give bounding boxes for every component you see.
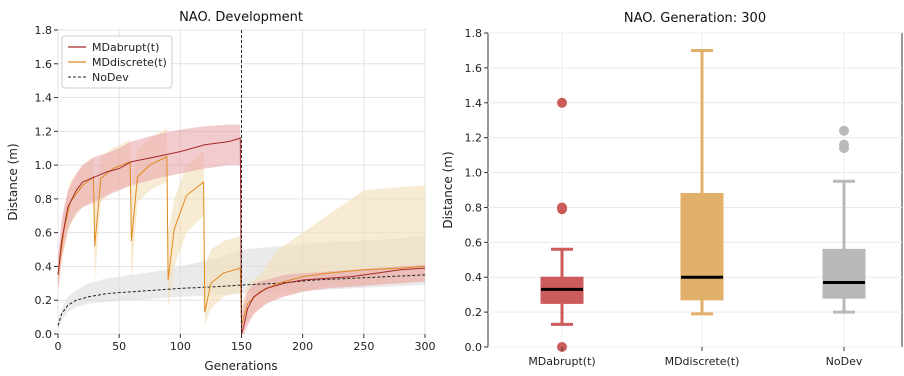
outlier-point	[839, 143, 849, 154]
left-x-tick-label: 200	[292, 340, 313, 353]
category-label: MDabrupt(t)	[528, 355, 595, 368]
generation-300-boxplot: 0.0 0.2 0.4 0.6 0.8 1.0 1.2 1.4 1.6 1.8 MDabrupt(t…	[441, 11, 903, 368]
left-y-tick-label: 1.4	[35, 92, 53, 105]
legend-label-discrete: MDdiscrete(t)	[92, 56, 167, 69]
left-x-axis-label: Generations	[204, 359, 277, 373]
left-x-tick-label: 150	[231, 340, 252, 353]
left-y-tick-label: 0.6	[35, 227, 53, 240]
left-y-tick-label: 1.8	[35, 24, 53, 37]
line-nodev	[57, 274, 426, 326]
left-x-tick-label: 300	[415, 340, 436, 353]
left-y-tick-label: 0.0	[35, 328, 53, 341]
left-x-tick-label: 100	[170, 340, 191, 353]
right-boxes	[540, 48, 866, 352]
left-y-tick-label: 1.6	[35, 58, 53, 71]
left-x-tick-label: 250	[353, 340, 374, 353]
right-y-axis-label: Distance (m)	[441, 151, 455, 228]
right-y-tick-label: 0.2	[465, 306, 483, 319]
iqr-box	[822, 248, 866, 299]
right-y-tick-label: 1.0	[465, 167, 483, 180]
left-y-tick-label: 0.2	[35, 294, 53, 307]
outlier-point	[839, 125, 849, 136]
right-y-tick-label: 1.8	[465, 27, 483, 40]
right-y-tick-label: 0.4	[465, 271, 483, 284]
left-y-axis-label: Distance (m)	[6, 143, 20, 220]
right-ticks: 0.0 0.2 0.4 0.6 0.8 1.0 1.2 1.4 1.6 1.8 MDabrupt(t…	[465, 27, 863, 368]
legend-label-nodev: NoDev	[92, 71, 129, 84]
outlier-point	[557, 204, 567, 215]
left-y-tick-label: 0.4	[35, 260, 53, 273]
right-y-tick-label: 0.0	[465, 341, 483, 354]
box-discrete	[680, 48, 724, 316]
right-y-tick-label: 0.6	[465, 236, 483, 249]
left-y-tick-label: 1.2	[35, 125, 53, 138]
box-abrupt	[540, 97, 584, 352]
category-label: MDdiscrete(t)	[665, 355, 740, 368]
outlier-point	[557, 97, 567, 108]
line-abrupt	[57, 137, 426, 335]
right-chart-title: NAO. Generation: 300	[624, 11, 766, 26]
development-chart: 0.0 0.2 0.4 0.6 0.8 1.0 1.2 1.4 1.6 1.8 0 50 100 150 2…	[6, 10, 436, 373]
left-x-tick-label: 50	[112, 340, 126, 353]
left-ticks: 0.0 0.2 0.4 0.6 0.8 1.0 1.2 1.4 1.6 1.8 0 50 100 150 2…	[35, 24, 436, 353]
left-x-tick-label: 0	[55, 340, 62, 353]
right-y-tick-label: 1.4	[465, 97, 483, 110]
legend-label-abrupt: MDabrupt(t)	[92, 41, 159, 54]
legend: MDabrupt(t) MDdiscrete(t) NoDev	[61, 35, 173, 89]
left-lines	[57, 137, 426, 335]
category-label: NoDev	[826, 355, 863, 368]
legend-box	[61, 35, 173, 89]
band-abrupt	[58, 124, 425, 334]
right-y-tick-label: 1.2	[465, 132, 483, 145]
line-discrete	[57, 155, 426, 326]
iqr-box	[680, 192, 724, 301]
left-y-tick-label: 0.8	[35, 193, 53, 206]
right-y-tick-label: 0.8	[465, 201, 483, 214]
box-nodev	[822, 125, 866, 314]
left-y-tick-label: 1.0	[35, 159, 53, 172]
right-y-tick-label: 1.6	[465, 62, 483, 75]
left-chart-title: NAO. Development	[179, 10, 303, 25]
